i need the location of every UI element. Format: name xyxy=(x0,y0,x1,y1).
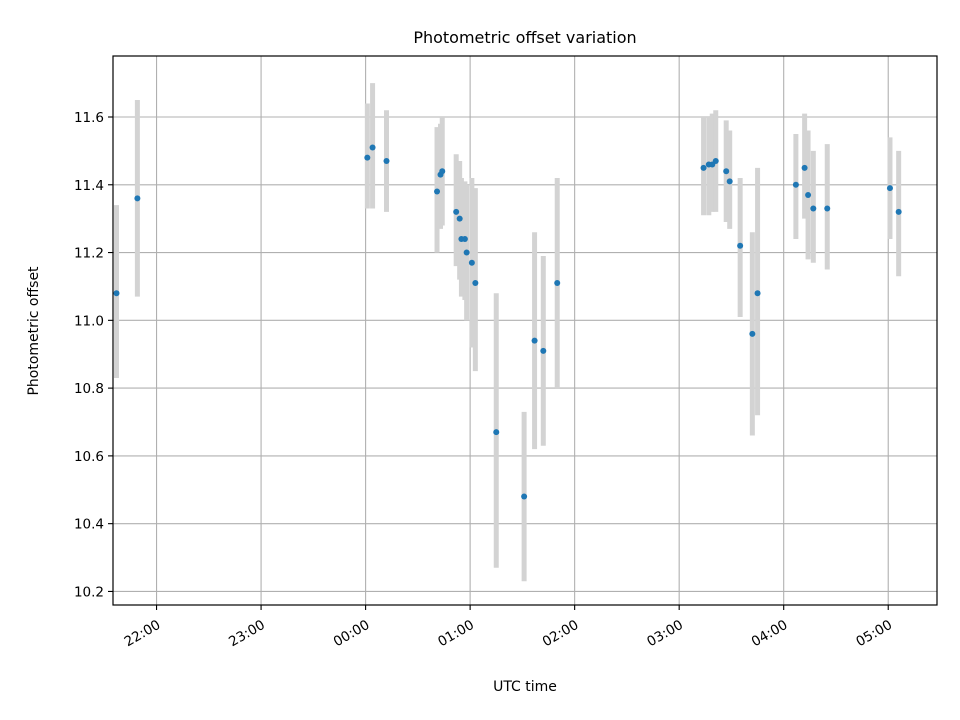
data-point xyxy=(737,242,744,249)
data-point xyxy=(754,290,761,297)
data-point xyxy=(886,185,893,192)
data-point xyxy=(369,144,376,151)
data-point xyxy=(434,188,441,195)
data-point xyxy=(700,164,707,171)
data-point xyxy=(895,208,902,215)
data-point xyxy=(439,168,446,175)
y-tick-label: 10.8 xyxy=(74,381,104,397)
data-point xyxy=(472,280,479,287)
data-point xyxy=(461,236,468,242)
data-point xyxy=(805,191,812,198)
plot-frame xyxy=(112,55,938,606)
data-point xyxy=(712,158,719,165)
data-point xyxy=(521,493,528,500)
data-point xyxy=(540,347,547,354)
data-point xyxy=(792,181,799,188)
y-tick-label: 11.2 xyxy=(74,246,104,262)
data-point xyxy=(113,290,120,297)
data-point xyxy=(824,205,831,212)
y-tick-label: 10.2 xyxy=(74,584,104,600)
data-point xyxy=(364,154,371,161)
data-points xyxy=(113,144,902,500)
x-tick-label: 23:00 xyxy=(226,617,268,650)
x-tick-label: 05:00 xyxy=(853,617,895,650)
data-point xyxy=(723,168,730,175)
y-tick-label: 11.4 xyxy=(74,178,104,194)
data-point xyxy=(554,280,561,287)
axis-ticks: 10.2 10.4 10.6 10.8 11.0 11.2 11.4 11.6 22:00 23:… xyxy=(74,110,895,650)
data-point xyxy=(801,164,808,171)
x-tick-label: 22:00 xyxy=(122,617,164,650)
y-tick-label: 10.4 xyxy=(74,517,104,533)
data-point xyxy=(726,178,733,185)
x-tick-label: 00:00 xyxy=(331,617,373,650)
x-tick-label: 04:00 xyxy=(749,617,791,650)
x-tick-label: 02:00 xyxy=(540,617,582,650)
x-axis-label: UTC time xyxy=(493,679,557,695)
y-tick-label: 11.0 xyxy=(74,313,104,329)
data-point xyxy=(468,259,475,266)
data-point xyxy=(531,337,538,344)
data-point xyxy=(810,205,817,212)
y-tick-label: 11.6 xyxy=(74,110,104,126)
y-tick-label: 10.6 xyxy=(74,449,104,465)
chart-title: Photometric offset variation xyxy=(413,28,636,47)
data-point xyxy=(383,158,390,165)
data-point xyxy=(463,249,470,256)
data-point xyxy=(134,195,141,202)
x-tick-label: 03:00 xyxy=(644,617,686,650)
x-tick-label: 01:00 xyxy=(435,617,477,650)
error-bars xyxy=(113,83,902,582)
y-axis-label: Photometric offset xyxy=(26,266,42,396)
data-point xyxy=(456,215,463,222)
data-point xyxy=(453,208,460,215)
data-point xyxy=(749,330,756,337)
data-point xyxy=(493,429,500,436)
